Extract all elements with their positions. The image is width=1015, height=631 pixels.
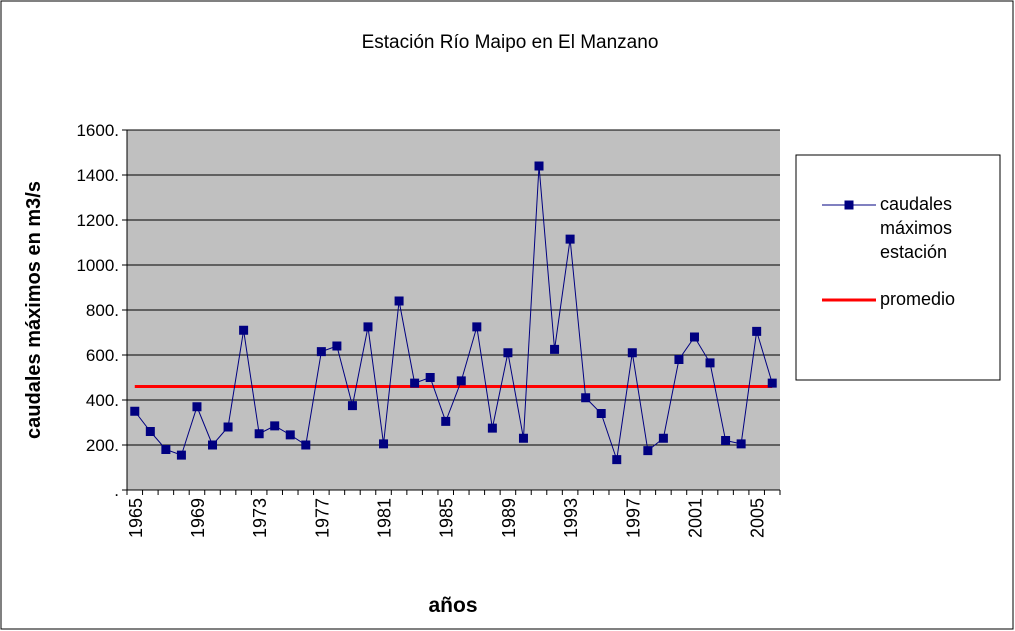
point [192, 402, 202, 412]
legend-marker [844, 200, 854, 210]
point [565, 234, 575, 244]
y-tick-label: . [114, 481, 119, 500]
x-tick-label: 2001 [685, 498, 705, 538]
point [425, 373, 435, 382]
point [612, 455, 622, 465]
y-tick-label: 600. [86, 346, 119, 365]
y-axis-label: caudales máximos en m3/s [23, 181, 45, 439]
y-tick-label: 1600. [76, 121, 119, 140]
point [596, 409, 606, 418]
x-tick-label: 1985 [437, 498, 457, 538]
x-tick-label: 1993 [561, 498, 581, 538]
point [581, 393, 591, 403]
legend-label: promedio [880, 289, 956, 309]
point [130, 406, 140, 416]
y-tick-label: 200. [86, 436, 119, 455]
legend-label: caudales máximos estación [880, 194, 953, 262]
point [285, 430, 295, 440]
point [721, 436, 731, 445]
point [752, 326, 762, 336]
point [643, 446, 653, 456]
point [363, 322, 373, 332]
y-tick-label: 1200. [76, 211, 119, 230]
point [239, 325, 249, 335]
point [332, 341, 342, 351]
point [223, 422, 233, 432]
point [658, 433, 668, 443]
legend-box [795, 154, 1001, 381]
point [627, 348, 637, 358]
point [534, 161, 544, 171]
point [674, 355, 684, 364]
point [705, 358, 715, 368]
point [316, 347, 326, 357]
point [736, 439, 746, 449]
point [503, 348, 513, 358]
point [379, 439, 389, 449]
point [161, 445, 171, 454]
point [301, 440, 311, 450]
y-tick-label: 1400. [76, 166, 119, 185]
point [689, 332, 699, 342]
x-tick-label: 1977 [312, 498, 332, 538]
series-line [134, 165, 773, 460]
point [176, 450, 186, 460]
point [550, 344, 560, 354]
point [518, 433, 528, 443]
y-tick-label: 800. [86, 301, 119, 320]
x-tick-label: 2005 [748, 498, 768, 538]
x-tick-label: 1965 [126, 498, 146, 538]
point [394, 296, 404, 306]
point [767, 378, 777, 388]
point [254, 429, 264, 439]
x-tick-label: 1981 [375, 498, 395, 538]
point [145, 427, 155, 436]
point [487, 423, 497, 433]
chart-title: Estación Río Maipo en El Manzano [362, 32, 659, 53]
x-axis-label: años [428, 594, 477, 617]
x-tick-label: 1969 [188, 498, 208, 538]
point [410, 378, 420, 388]
point [472, 322, 482, 332]
point [347, 401, 357, 411]
point [456, 376, 466, 386]
point [270, 421, 280, 431]
x-tick-label: 1989 [499, 498, 519, 538]
x-tick-label: 1973 [250, 498, 270, 538]
y-tick-label: 400. [86, 391, 119, 410]
y-tick-label: 1000. [76, 256, 119, 275]
point [208, 440, 218, 450]
x-tick-label: 1997 [623, 498, 643, 538]
point [441, 416, 451, 426]
